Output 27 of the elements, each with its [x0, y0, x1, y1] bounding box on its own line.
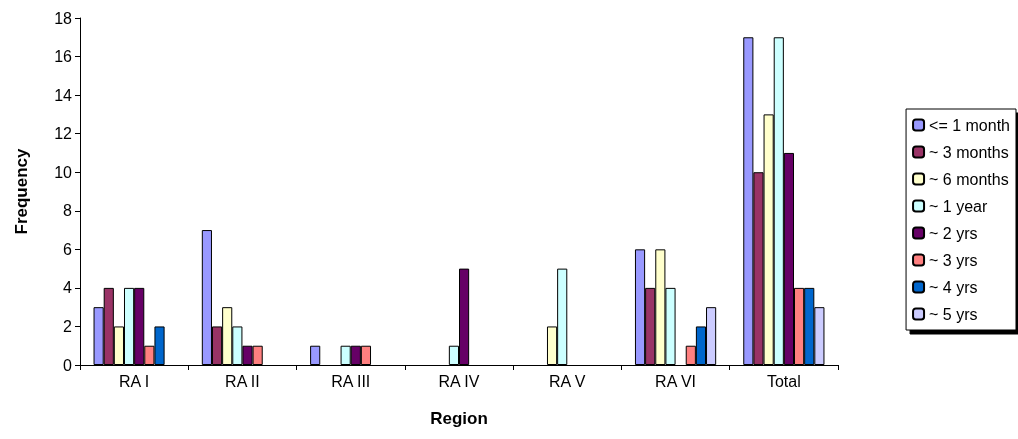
y-tick-label: 18	[54, 9, 73, 27]
x-tick-label: RA II	[225, 372, 260, 390]
legend-label: ~ 1 year	[929, 197, 988, 215]
y-tick-label: 2	[63, 317, 73, 335]
y-tick-label: 0	[63, 356, 73, 374]
legend-label: ~ 4 yrs	[929, 278, 978, 296]
y-tick-label: 6	[63, 240, 73, 258]
y-axis-title: Frequency	[12, 147, 31, 235]
x-tick-label: RA I	[119, 372, 150, 390]
legend-label: ~ 2 yrs	[929, 224, 978, 242]
y-tick-label: 12	[54, 125, 73, 143]
y-tick-label: 16	[54, 48, 73, 66]
y-tick-label: 14	[54, 86, 73, 104]
x-tick-label: RA VI	[655, 372, 697, 390]
legend-label: ~ 6 months	[929, 170, 1009, 188]
legend-label: <= 1 month	[929, 116, 1011, 134]
legend-label: ~ 5 yrs	[929, 305, 978, 323]
y-tick-label: 4	[63, 279, 73, 297]
x-tick-label: RA IV	[438, 372, 480, 390]
y-tick-label: 10	[54, 163, 73, 181]
legend-label: ~ 3 yrs	[929, 251, 978, 269]
y-tick-label: 8	[63, 202, 73, 220]
x-tick-label: RA V	[549, 372, 586, 390]
x-tick-label: Total	[766, 372, 801, 390]
x-tick-label: RA III	[331, 372, 371, 390]
x-axis-title: Region	[430, 409, 488, 428]
legend-label: ~ 3 months	[929, 143, 1009, 161]
